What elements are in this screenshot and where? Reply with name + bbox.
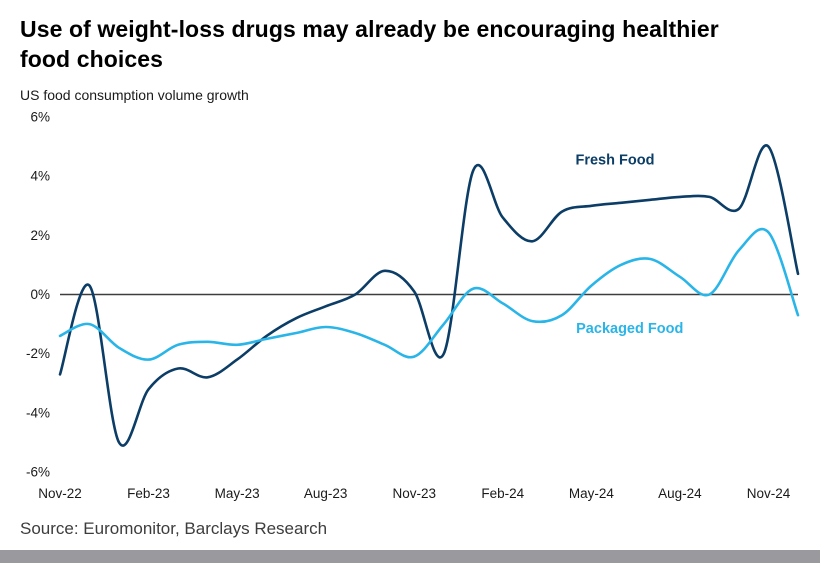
y-axis-tick: -2%	[26, 346, 50, 361]
x-axis-tick: May-24	[569, 486, 615, 501]
y-axis-tick: 6%	[30, 109, 50, 124]
x-axis-tick: Feb-24	[481, 486, 524, 501]
fresh-food-line	[58, 143, 800, 447]
x-axis-tick: Aug-23	[304, 486, 348, 501]
packaged-food-line	[58, 227, 800, 361]
y-axis-tick: -4%	[26, 405, 50, 420]
source-text: Source: Euromonitor, Barclays Research	[20, 518, 328, 538]
x-axis-tick: Nov-22	[38, 486, 82, 501]
chart-subtitle: US food consumption volume growth	[20, 86, 249, 103]
growth-chart: 6% 4% 2% 0% -2% -4% -6% Nov-22 Feb-23 May-23 Aug-2…	[26, 109, 800, 501]
x-axis-tick: Feb-23	[127, 486, 170, 501]
x-axis-tick: Nov-23	[392, 486, 436, 501]
y-axis-tick: 2%	[30, 228, 50, 243]
fresh-food-label: Fresh Food	[575, 152, 654, 168]
packaged-food-label: Packaged Food	[576, 321, 683, 337]
x-axis-tick: Nov-24	[747, 486, 791, 501]
x-axis-tick: May-23	[215, 486, 260, 501]
x-axis-tick: Aug-24	[658, 486, 702, 501]
chart-area: 6% 4% 2% 0% -2% -4% -6% Nov-22 Feb-23 May-23 Aug-2…	[6, 105, 820, 515]
y-axis-tick: -6%	[26, 464, 50, 479]
y-axis-tick: 4%	[30, 168, 50, 183]
horizontal-scrollbar[interactable]	[0, 550, 820, 563]
page-title: Use of weight-loss drugs may already be …	[20, 16, 719, 73]
y-axis-tick: 0%	[30, 287, 50, 302]
